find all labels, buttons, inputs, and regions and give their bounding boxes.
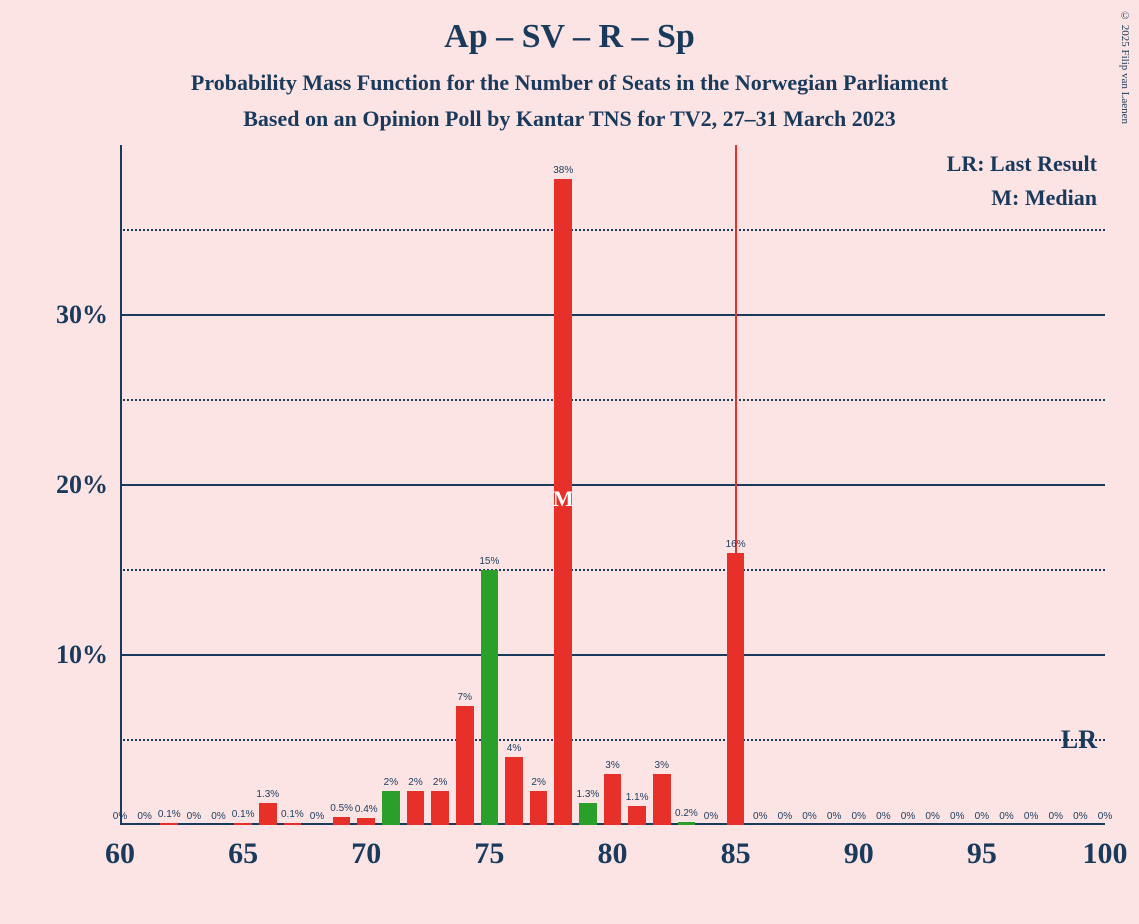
bar-value-label: 0.4%	[355, 804, 378, 815]
bar	[554, 179, 572, 825]
bar	[333, 817, 351, 826]
plot-area: 10%20%30%60657075808590951000%0%0.1%0%0%…	[120, 145, 1105, 825]
bar	[505, 757, 523, 825]
bar-value-label: 0.1%	[281, 809, 304, 820]
bar-value-label: 15%	[479, 556, 499, 567]
bar-value-label: 0%	[975, 811, 989, 822]
bar	[357, 818, 375, 825]
bar-value-label: 1.1%	[626, 792, 649, 803]
bar-value-label: 0%	[137, 811, 151, 822]
chart-subtitle-1: Probability Mass Function for the Number…	[0, 70, 1139, 96]
bar	[259, 803, 277, 825]
bar-value-label: 1.3%	[576, 789, 599, 800]
bar-value-label: 0%	[187, 811, 201, 822]
x-tick-label: 90	[844, 837, 874, 871]
lr-abbrev-label: LR	[1061, 725, 1097, 755]
x-tick-label: 95	[967, 837, 997, 871]
bar-value-label: 0%	[901, 811, 915, 822]
bar	[678, 822, 696, 825]
bar-value-label: 2%	[384, 777, 398, 788]
bar	[234, 823, 252, 825]
bar-value-label: 7%	[458, 692, 472, 703]
bar-value-label: 0%	[211, 811, 225, 822]
bar-value-label: 0%	[876, 811, 890, 822]
bar-value-label: 0%	[1073, 811, 1087, 822]
bar-value-label: 0%	[1049, 811, 1063, 822]
bar	[431, 791, 449, 825]
gridline-minor	[120, 229, 1105, 231]
bar-value-label: 2%	[433, 777, 447, 788]
bar-value-label: 0%	[1098, 811, 1112, 822]
legend-last-result: LR: Last Result	[947, 151, 1097, 177]
bar-value-label: 0%	[827, 811, 841, 822]
bar	[604, 774, 622, 825]
x-tick-label: 100	[1083, 837, 1128, 871]
bar-value-label: 0%	[704, 811, 718, 822]
x-tick-label: 75	[474, 837, 504, 871]
bar-value-label: 2%	[408, 777, 422, 788]
gridline-minor	[120, 399, 1105, 401]
bar-value-label: 0%	[778, 811, 792, 822]
bar	[653, 774, 671, 825]
bar	[407, 791, 425, 825]
bar	[284, 823, 302, 825]
bar-value-label: 4%	[507, 743, 521, 754]
bar	[530, 791, 548, 825]
bar	[456, 706, 474, 825]
bar-value-label: 0%	[950, 811, 964, 822]
bar	[628, 806, 646, 825]
bar-value-label: 0.2%	[675, 808, 698, 819]
x-tick-label: 80	[598, 837, 628, 871]
bar-value-label: 2%	[531, 777, 545, 788]
bar-value-label: 0.1%	[158, 809, 181, 820]
bar-value-label: 0%	[310, 811, 324, 822]
bar	[727, 553, 745, 825]
bar-value-label: 0.1%	[232, 809, 255, 820]
chart-container: © 2025 Filip van Laenen Ap – SV – R – Sp…	[0, 0, 1139, 924]
bar	[481, 570, 499, 825]
bar-value-label: 16%	[726, 539, 746, 550]
bar-value-label: 0%	[802, 811, 816, 822]
bar-value-label: 0%	[1024, 811, 1038, 822]
bar-value-label: 1.3%	[256, 789, 279, 800]
legend-median: M: Median	[991, 185, 1097, 211]
gridline	[120, 484, 1105, 486]
bar-value-label: 38%	[553, 165, 573, 176]
gridline-minor	[120, 569, 1105, 571]
bar-value-label: 0%	[852, 811, 866, 822]
bar-value-label: 0%	[999, 811, 1013, 822]
gridline	[120, 654, 1105, 656]
x-tick-label: 85	[721, 837, 751, 871]
chart-title: Ap – SV – R – Sp	[0, 18, 1139, 56]
x-tick-label: 70	[351, 837, 381, 871]
bar	[160, 823, 178, 825]
bar-value-label: 0.5%	[330, 803, 353, 814]
bar	[579, 803, 597, 825]
bar-value-label: 0%	[925, 811, 939, 822]
bar-value-label: 3%	[655, 760, 669, 771]
gridline	[120, 314, 1105, 316]
bar-value-label: 0%	[113, 811, 127, 822]
bar-value-label: 3%	[605, 760, 619, 771]
y-tick-label: 30%	[56, 300, 108, 330]
y-tick-label: 20%	[56, 470, 108, 500]
bar-value-label: 0%	[753, 811, 767, 822]
bar	[382, 791, 400, 825]
x-tick-label: 60	[105, 837, 135, 871]
copyright-text: © 2025 Filip van Laenen	[1119, 10, 1131, 124]
gridline-minor	[120, 739, 1105, 741]
y-tick-label: 10%	[56, 640, 108, 670]
x-tick-label: 65	[228, 837, 258, 871]
chart-subtitle-2: Based on an Opinion Poll by Kantar TNS f…	[0, 106, 1139, 132]
